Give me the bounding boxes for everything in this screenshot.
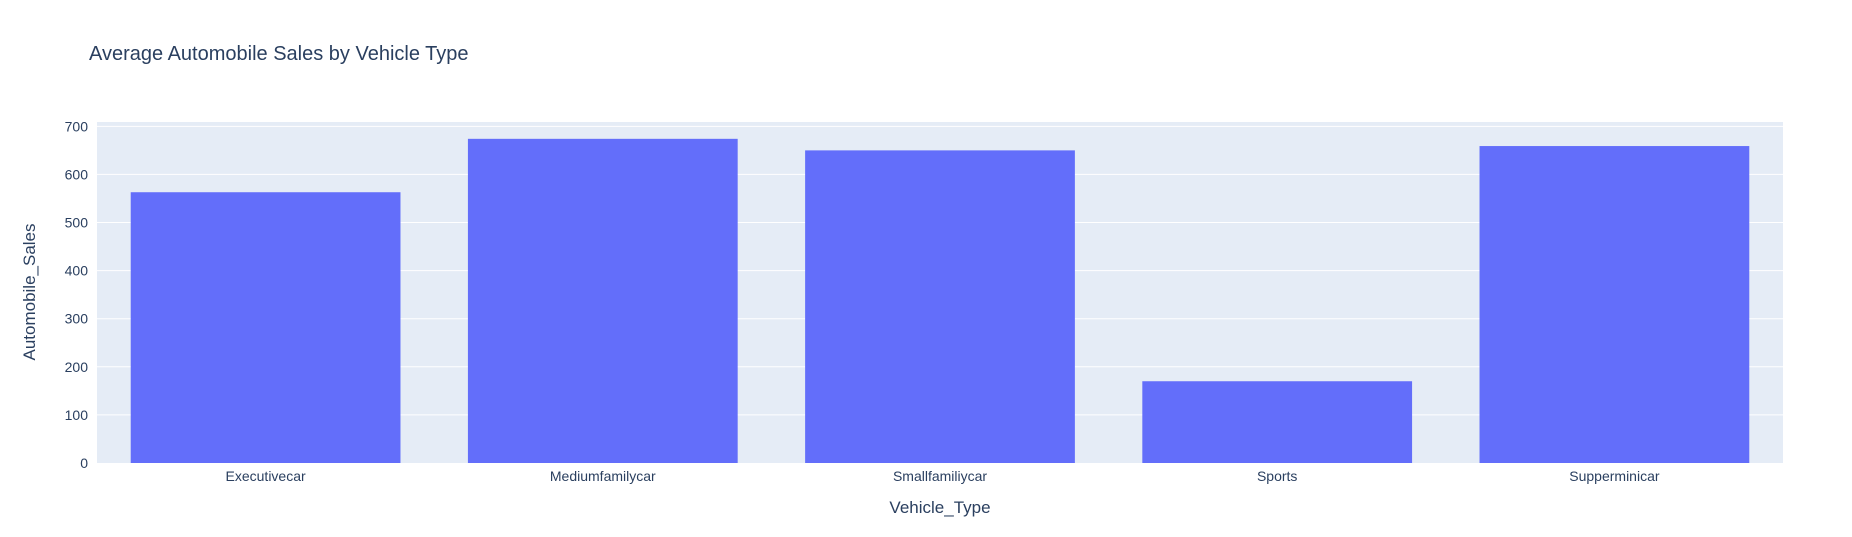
y-tick-label: 0 [80,455,88,471]
bar-mediumfamilycar [467,138,738,464]
y-tick-label: 500 [65,215,89,231]
chart-title: Average Automobile Sales by Vehicle Type [89,43,469,65]
x-tick-label: Smallfamiliycar [893,468,987,484]
bar-sports [1142,381,1413,463]
bar-smallfamiliycar [805,150,1075,463]
x-axis-title: Vehicle_Type [889,498,990,517]
bars [130,138,1750,464]
x-tick-label: Mediumfamilycar [550,468,656,484]
y-tick-label: 300 [65,311,89,327]
y-axis-ticks: 0 100 200 300 400 500 600 700 [65,118,89,471]
bar-supperminicar [1479,146,1750,463]
y-tick-label: 400 [65,263,89,279]
y-tick-label: 600 [65,166,89,182]
bar-executivecar [130,192,401,463]
y-tick-label: 100 [65,407,89,423]
x-axis-ticks: Executivecar Mediumfamilycar Smallfamiliyc… [226,468,1660,484]
x-tick-label: Supperminicar [1569,468,1660,484]
y-tick-label: 200 [65,359,89,375]
x-tick-label: Sports [1257,468,1297,484]
x-tick-label: Executivecar [226,468,306,484]
y-axis-title: Automobile_Sales [20,223,39,360]
y-tick-label: 700 [65,118,89,134]
